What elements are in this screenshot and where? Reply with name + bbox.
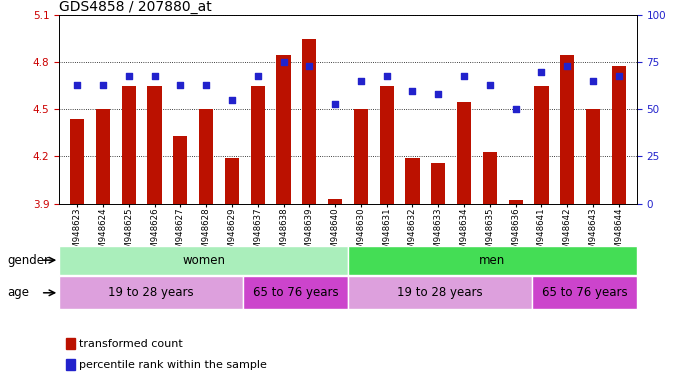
Text: women: women xyxy=(182,254,225,266)
Bar xyxy=(199,109,213,204)
Bar xyxy=(612,66,626,204)
Point xyxy=(433,91,444,98)
Bar xyxy=(251,86,265,204)
Point xyxy=(407,88,418,94)
Bar xyxy=(173,136,187,204)
Point xyxy=(329,101,340,107)
Bar xyxy=(243,276,348,309)
Point xyxy=(459,73,470,79)
Bar xyxy=(328,199,342,204)
Bar xyxy=(560,55,574,204)
Point xyxy=(226,97,237,103)
Bar xyxy=(457,102,471,204)
Bar xyxy=(148,86,161,204)
Bar xyxy=(483,152,497,204)
Bar xyxy=(302,39,317,204)
Point xyxy=(278,59,289,65)
Bar xyxy=(59,276,243,309)
Point xyxy=(97,82,109,88)
Text: percentile rank within the sample: percentile rank within the sample xyxy=(79,360,267,370)
Point xyxy=(356,78,367,84)
Bar xyxy=(535,86,548,204)
Bar xyxy=(405,158,420,204)
Point xyxy=(587,78,599,84)
Bar xyxy=(276,55,291,204)
Bar xyxy=(379,86,394,204)
Text: 19 to 28 years: 19 to 28 years xyxy=(397,286,483,299)
Bar xyxy=(509,200,523,204)
Bar xyxy=(225,158,239,204)
Bar xyxy=(348,276,532,309)
Point xyxy=(200,82,212,88)
Text: GDS4858 / 207880_at: GDS4858 / 207880_at xyxy=(59,0,212,14)
Bar xyxy=(122,86,136,204)
Text: 65 to 76 years: 65 to 76 years xyxy=(253,286,338,299)
Bar xyxy=(70,119,84,204)
Text: 19 to 28 years: 19 to 28 years xyxy=(109,286,194,299)
Point xyxy=(510,106,521,113)
Point xyxy=(303,63,315,69)
Bar xyxy=(96,109,110,204)
Text: transformed count: transformed count xyxy=(79,339,182,349)
Bar xyxy=(431,163,445,204)
Point xyxy=(484,82,496,88)
Bar xyxy=(348,246,637,275)
Text: 65 to 76 years: 65 to 76 years xyxy=(541,286,627,299)
Point xyxy=(613,73,624,79)
Text: men: men xyxy=(480,254,505,266)
Point xyxy=(381,73,393,79)
Text: gender: gender xyxy=(7,254,49,266)
Point xyxy=(536,69,547,75)
Bar xyxy=(354,109,368,204)
Text: age: age xyxy=(7,286,29,299)
Point xyxy=(175,82,186,88)
Bar xyxy=(532,276,637,309)
Point xyxy=(72,82,83,88)
Point xyxy=(252,73,263,79)
Point xyxy=(123,73,134,79)
Bar xyxy=(586,109,600,204)
Bar xyxy=(59,246,348,275)
Point xyxy=(149,73,160,79)
Point xyxy=(562,63,573,69)
